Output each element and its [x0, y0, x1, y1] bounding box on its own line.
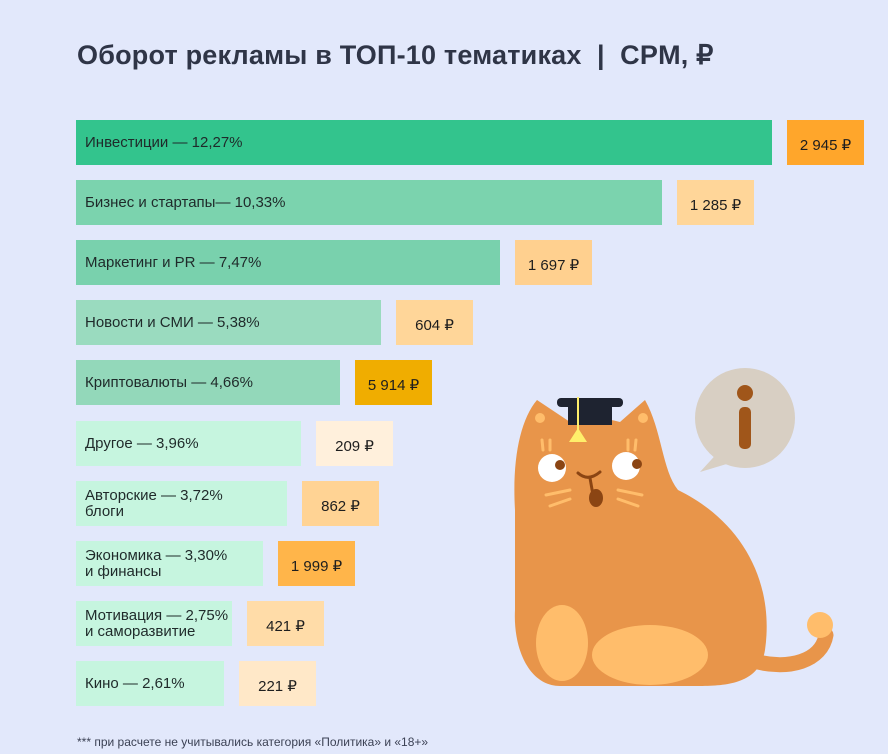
cpm-label: 5 914 ₽	[355, 360, 432, 405]
bar: Авторские — 3,72% блоги	[76, 481, 287, 526]
bar-label: Криптовалюты — 4,66%	[85, 373, 253, 391]
bar: Мотивация — 2,75% и саморазвитие	[76, 601, 232, 646]
cpm-label: 221 ₽	[239, 661, 316, 706]
bar-label: Авторские — 3,72% блоги	[85, 486, 223, 520]
bar-label: Маркетинг и PR — 7,47%	[85, 253, 262, 271]
bar: Криптовалюты — 4,66%	[76, 360, 340, 405]
bar-label: Кино — 2,61%	[85, 674, 185, 692]
cpm-label: 604 ₽	[396, 300, 473, 345]
cpm-label: 209 ₽	[316, 421, 393, 466]
bar: Другое — 3,96%	[76, 421, 301, 466]
bar: Кино — 2,61%	[76, 661, 224, 706]
cpm-label: 2 945 ₽	[787, 120, 864, 165]
chart-title: Оборот рекламы в ТОП-10 тематиках | CPM,…	[77, 40, 714, 70]
bar: Маркетинг и PR — 7,47%	[76, 240, 500, 285]
cpm-label: 862 ₽	[302, 481, 379, 526]
bar-label: Мотивация — 2,75% и саморазвитие	[85, 606, 229, 640]
cpm-label: 1 697 ₽	[515, 240, 592, 285]
bar-label: Экономика — 3,30% и финансы	[85, 546, 228, 580]
cpm-label: 1 285 ₽	[677, 180, 754, 225]
bar: Новости и СМИ — 5,38%	[76, 300, 381, 345]
bar-label: Инвестиции — 12,27%	[85, 133, 243, 151]
footnote: *** при расчете не учитывались категория…	[77, 735, 429, 749]
graduation-cap-icon	[557, 397, 623, 442]
cpm-label: 421 ₽	[247, 601, 324, 646]
bar-label: Новости и СМИ — 5,38%	[85, 313, 260, 331]
cat-illustration	[514, 368, 834, 686]
cpm-label: 1 999 ₽	[278, 541, 355, 586]
speech-bubble	[695, 368, 795, 472]
bar: Инвестиции — 12,27%	[76, 120, 772, 165]
bar-label: Другое — 3,96%	[85, 434, 199, 452]
bar-label: Бизнес и стартапы— 10,33%	[85, 193, 286, 211]
bar: Бизнес и стартапы— 10,33%	[76, 180, 662, 225]
bar: Экономика — 3,30% и финансы	[76, 541, 263, 586]
cat-icon	[514, 400, 834, 686]
info-icon	[737, 385, 753, 449]
